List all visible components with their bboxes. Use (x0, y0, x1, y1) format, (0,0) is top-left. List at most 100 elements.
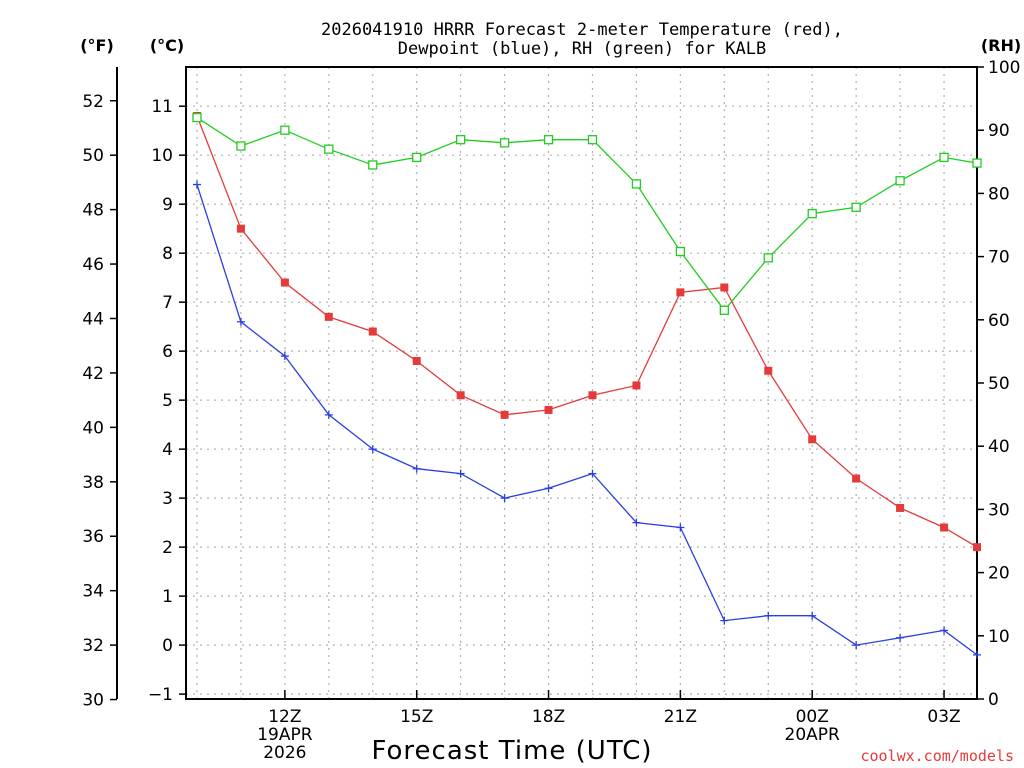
data-point-dewpoint (236, 317, 245, 326)
data-point-temperature (852, 474, 861, 483)
rh-tick-label: 60 (988, 311, 1010, 331)
fahrenheit-unit-label: (°F) (80, 36, 114, 55)
data-point-rh (543, 135, 554, 145)
data-point-temperature (412, 356, 421, 365)
celsius-tick-label: 4 (162, 440, 173, 460)
data-point-dewpoint (632, 518, 641, 527)
data-point-rh (280, 125, 290, 135)
rh-tick-label: 30 (988, 500, 1010, 520)
x-tick-label: 21Z (664, 707, 697, 727)
celsius-tick-label: 6 (162, 342, 173, 362)
celsius-tick-label: 2 (162, 538, 173, 558)
data-point-temperature (588, 391, 597, 400)
data-point-dewpoint (896, 633, 905, 642)
celsius-tick-label: 0 (162, 636, 173, 656)
data-point-dewpoint (764, 611, 773, 620)
x-axis-label: Forecast Time (UTC) (371, 736, 652, 766)
series-temperature (192, 111, 981, 552)
fahrenheit-tick-label: 40 (82, 418, 104, 438)
data-point-rh (368, 160, 378, 170)
data-point-temperature (544, 405, 553, 414)
data-point-rh (456, 135, 466, 145)
fahrenheit-tick-label: 32 (82, 636, 104, 656)
source-credit: coolwx.com/models (860, 747, 1014, 765)
fahrenheit-tick-label: 42 (82, 364, 104, 384)
data-point-temperature (720, 283, 729, 292)
data-point-rh (324, 144, 334, 154)
x-tick-label: 2026 (263, 743, 306, 763)
gridlines (186, 67, 977, 699)
celsius-tick-label: 9 (162, 195, 173, 215)
data-point-temperature (500, 410, 509, 419)
data-point-dewpoint (676, 523, 685, 532)
data-point-temperature (236, 224, 245, 233)
data-point-temperature (632, 381, 641, 390)
series-rh (192, 112, 982, 315)
data-point-dewpoint (368, 445, 377, 454)
data-point-rh (631, 179, 642, 189)
x-tick-label: 18Z (532, 707, 565, 727)
data-point-dewpoint (500, 494, 509, 503)
data-point-temperature (808, 435, 817, 444)
data-point-rh (763, 253, 773, 263)
data-point-temperature (368, 327, 377, 336)
data-point-rh (587, 135, 598, 145)
data-point-temperature (676, 288, 685, 297)
data-point-temperature (280, 278, 289, 287)
data-point-dewpoint (412, 464, 421, 473)
data-point-rh (851, 202, 861, 212)
celsius-tick-label: 10 (151, 146, 173, 166)
celsius-tick-label: 5 (162, 391, 173, 411)
data-point-dewpoint (456, 469, 465, 478)
rh-tick-label: 10 (988, 627, 1010, 647)
fahrenheit-tick-label: 44 (82, 309, 104, 329)
data-point-dewpoint (808, 611, 817, 620)
fahrenheit-tick-label: 50 (82, 146, 104, 166)
rh-tick-label: 70 (988, 248, 1010, 268)
chart-title-line-1: 2026041910 HRRR Forecast 2-meter Tempera… (321, 20, 843, 40)
data-point-rh (412, 152, 422, 163)
data-point-dewpoint (280, 352, 289, 361)
data-point-rh (236, 141, 246, 151)
data-point-rh (499, 138, 510, 148)
chart-title-line-2: Dewpoint (blue), RH (green) for KALB (398, 39, 766, 59)
data-point-dewpoint (940, 626, 949, 635)
x-tick-label: 20APR (785, 725, 841, 745)
celsius-tick-label: 7 (162, 293, 173, 313)
rh-unit-label: (RH) (981, 36, 1021, 55)
series-dewpoint (192, 180, 981, 659)
data-point-rh (972, 158, 982, 168)
data-point-temperature (940, 523, 949, 532)
fahrenheit-tick-label: 46 (82, 255, 104, 275)
rh-tick-label: 100 (988, 58, 1020, 78)
fahrenheit-tick-label: 34 (82, 582, 104, 602)
data-point-temperature (764, 366, 773, 375)
rh-tick-label: 0 (988, 690, 999, 710)
data-point-rh (719, 305, 729, 315)
rh-tick-label: 80 (988, 184, 1010, 204)
x-tick-label: 03Z (927, 707, 960, 727)
x-tick-label: 12Z (268, 707, 301, 727)
celsius-tick-label: 8 (162, 244, 173, 264)
rh-tick-label: 40 (988, 437, 1010, 457)
data-point-dewpoint (852, 641, 861, 650)
rh-tick-label: 90 (988, 121, 1010, 141)
fahrenheit-tick-label: 36 (82, 527, 104, 547)
celsius-tick-label: 3 (162, 489, 173, 509)
data-point-rh (807, 208, 817, 219)
fahrenheit-tick-label: 52 (82, 92, 104, 112)
fahrenheit-tick-label: 30 (82, 691, 104, 711)
celsius-tick-label: 1 (162, 587, 173, 607)
data-point-dewpoint (192, 180, 201, 189)
data-point-temperature (456, 391, 465, 400)
rh-tick-label: 20 (988, 564, 1010, 584)
data-point-dewpoint (324, 410, 333, 419)
celsius-unit-label: (°C) (150, 36, 184, 55)
celsius-tick-label: 11 (151, 97, 173, 117)
data-point-dewpoint (973, 650, 981, 659)
data-point-dewpoint (544, 484, 553, 493)
data-point-dewpoint (720, 616, 729, 625)
data-point-dewpoint (588, 469, 597, 478)
x-tick-label: 00Z (796, 707, 829, 727)
